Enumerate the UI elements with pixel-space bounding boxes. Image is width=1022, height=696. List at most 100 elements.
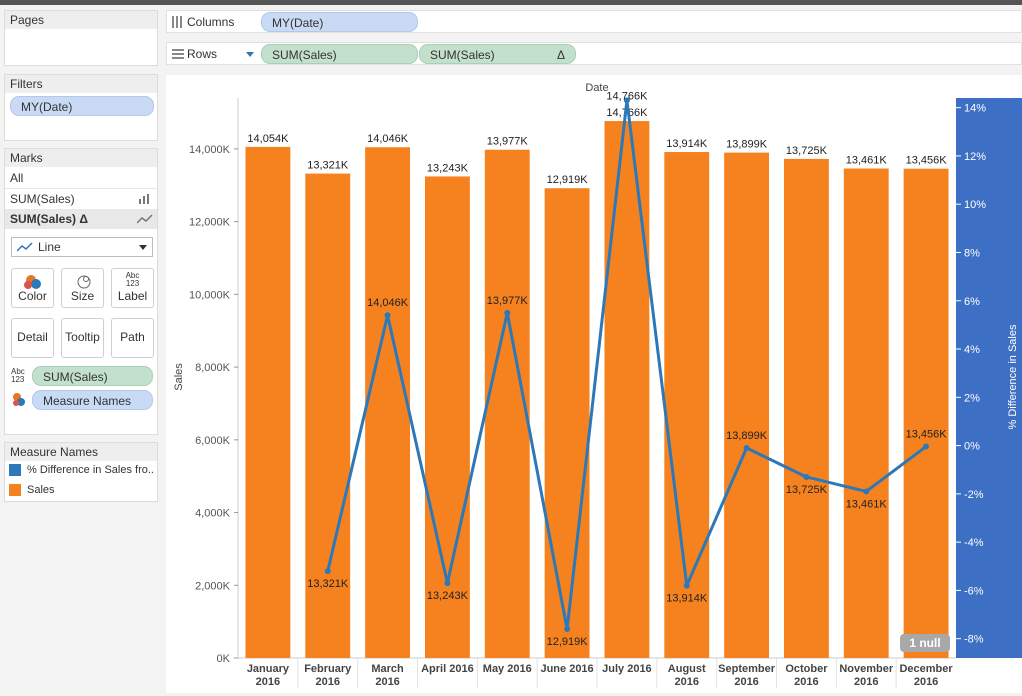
- legend-swatch-pct-diff: [9, 464, 21, 477]
- x-tick-label: October: [785, 663, 828, 675]
- bar-chart-icon: [139, 194, 149, 204]
- rows-dropdown-icon[interactable]: [246, 52, 254, 57]
- color-field-pill[interactable]: Measure Names: [32, 390, 153, 410]
- pct-diff-point[interactable]: [923, 443, 930, 450]
- sales-bar[interactable]: [843, 168, 889, 658]
- detail-button[interactable]: Detail: [11, 318, 54, 358]
- columns-pill-date[interactable]: MY(Date): [261, 12, 418, 32]
- rows-pill-delta-symbol: Δ: [556, 48, 565, 62]
- marks-tab-sum-sales[interactable]: SUM(Sales): [5, 188, 157, 208]
- marks-title: Marks: [5, 149, 157, 167]
- y2-tick-label: -8%: [964, 634, 984, 646]
- marks-tab-all[interactable]: All: [10, 171, 24, 185]
- pct-diff-point[interactable]: [444, 580, 451, 587]
- mark-type-dropdown[interactable]: Line: [11, 237, 153, 257]
- color-field-icon: [13, 393, 25, 406]
- pct-diff-point[interactable]: [623, 97, 630, 104]
- pct-diff-point-label: 13,725K: [786, 484, 828, 496]
- pages-title: Pages: [5, 11, 157, 29]
- sales-bar[interactable]: [544, 188, 590, 658]
- legend-label-pct-diff: % Difference in Sales fro..: [27, 464, 154, 476]
- path-button-label: Path: [120, 330, 145, 344]
- window-top-border: [0, 0, 1022, 5]
- pct-diff-point-label: 13,243K: [427, 590, 469, 602]
- pct-diff-point[interactable]: [384, 312, 391, 319]
- null-badge[interactable]: 1 null: [909, 636, 940, 650]
- filters-title: Filters: [5, 75, 157, 93]
- label-icon: Abc 123: [112, 272, 153, 290]
- pct-diff-point-label: 13,321K: [307, 578, 349, 590]
- rows-pill-sales[interactable]: SUM(Sales): [261, 44, 418, 64]
- sales-bar[interactable]: [245, 146, 291, 658]
- tooltip-button-label: Tooltip: [65, 330, 100, 344]
- x-tick-label-year: 2016: [794, 676, 818, 688]
- y2-tick-label: 2%: [964, 392, 980, 404]
- sales-bar-label: 14,046K: [367, 133, 409, 145]
- sales-bar[interactable]: [484, 149, 530, 658]
- x-tick-label: April 2016: [421, 663, 474, 675]
- sales-bar[interactable]: [604, 121, 650, 658]
- marks-tab-sum-sales-delta-label: SUM(Sales): [10, 212, 77, 226]
- legend-item-sales[interactable]: Sales: [9, 482, 55, 498]
- y2-tick-label: 8%: [964, 247, 980, 259]
- label-field-icon-bottom: 123: [11, 375, 25, 384]
- delta-symbol: Δ: [79, 212, 88, 226]
- x-tick-label: December: [899, 663, 953, 675]
- y-tick-label: 4,000K: [195, 508, 231, 520]
- pct-diff-point-label: 13,899K: [726, 430, 768, 442]
- x-tick-label: February: [304, 663, 352, 675]
- pct-diff-point[interactable]: [324, 568, 331, 575]
- sales-bar[interactable]: [305, 173, 351, 658]
- legend-swatch-sales: [9, 484, 21, 497]
- label-field-icon-top: Abc: [11, 367, 25, 376]
- pct-diff-point[interactable]: [504, 309, 511, 316]
- y-tick-label: 8,000K: [195, 362, 231, 374]
- secondary-axis-panel: [956, 98, 1022, 658]
- pct-diff-point[interactable]: [863, 488, 870, 495]
- pct-diff-point[interactable]: [564, 626, 571, 633]
- chart-header: Date: [585, 82, 608, 94]
- sales-bar-label: 13,321K: [307, 160, 349, 172]
- size-icon: [77, 275, 91, 289]
- rows-pill-sales-delta-label: SUM(Sales): [430, 48, 495, 62]
- chart-svg: Date Sales % Difference in Sales 0K 2,000…: [173, 82, 1022, 688]
- rows-pill-sales-delta[interactable]: SUM(Sales) Δ: [419, 44, 576, 64]
- pct-diff-point-label: 14,046K: [367, 297, 409, 309]
- x-tick-label: November: [839, 663, 894, 675]
- y2-tick-label: -2%: [964, 489, 984, 501]
- y2-tick-label: 6%: [964, 296, 980, 308]
- rows-label: Rows: [187, 47, 218, 61]
- marks-card: Marks All SUM(Sales) SUM(Sales) Δ Line C…: [4, 148, 158, 435]
- marks-tab-sum-sales-delta[interactable]: SUM(Sales) Δ: [5, 209, 157, 229]
- label-button[interactable]: Abc 123 Label: [111, 268, 154, 308]
- sales-bar-label: 12,919K: [547, 174, 589, 186]
- filter-pill-date[interactable]: MY(Date): [10, 96, 154, 116]
- legend-card: Measure Names % Difference in Sales fro.…: [4, 442, 158, 502]
- pct-diff-point[interactable]: [803, 473, 810, 480]
- sales-bar[interactable]: [724, 152, 770, 658]
- pct-diff-point-label: 13,914K: [666, 593, 708, 605]
- tooltip-button[interactable]: Tooltip: [61, 318, 104, 358]
- path-button[interactable]: Path: [111, 318, 154, 358]
- color-button[interactable]: Color: [11, 268, 54, 308]
- filters-card: Filters MY(Date): [4, 74, 158, 141]
- label-field-pill[interactable]: SUM(Sales): [32, 366, 153, 386]
- sales-bar[interactable]: [783, 158, 829, 658]
- x-tick-label: May 2016: [483, 663, 532, 675]
- size-button[interactable]: Size: [61, 268, 104, 308]
- pct-diff-point[interactable]: [743, 445, 750, 451]
- y2-tick-label: 10%: [964, 199, 986, 211]
- legend-item-pct-diff[interactable]: % Difference in Sales fro..: [9, 462, 154, 478]
- x-tick-label: August: [668, 663, 706, 675]
- sales-bar-label: 13,461K: [846, 155, 888, 167]
- y2-tick-label: -6%: [964, 585, 984, 597]
- x-tick-label-year: 2016: [854, 676, 878, 688]
- y-tick-label: 10,000K: [189, 289, 231, 301]
- pct-diff-point[interactable]: [683, 582, 690, 589]
- y-tick-label: 6,000K: [195, 435, 231, 447]
- sales-bar[interactable]: [903, 168, 949, 658]
- sales-bar[interactable]: [365, 147, 411, 658]
- x-tick-label-year: 2016: [375, 676, 399, 688]
- x-tick-label-year: 2016: [316, 676, 340, 688]
- null-badge-bg[interactable]: [900, 634, 950, 652]
